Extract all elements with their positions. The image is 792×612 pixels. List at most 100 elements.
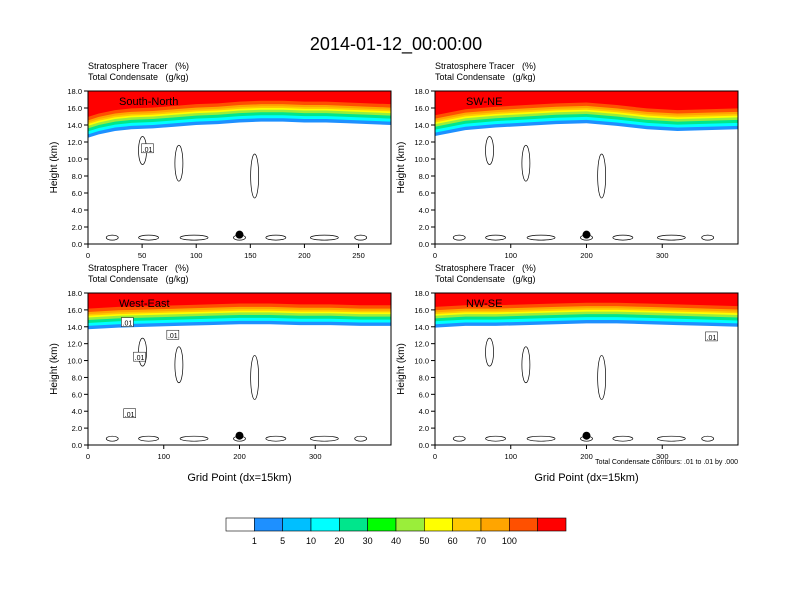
tracer-band-9: [88, 293, 391, 309]
colorbar-swatch: [509, 517, 538, 532]
panel-subtitle-1: Stratosphere Tracer (%): [88, 61, 189, 71]
plot-area: .01: [435, 293, 738, 445]
y-tick-label: 0.0: [72, 441, 82, 450]
panel-subtitle-2: Total Condensate (g/kg): [435, 72, 536, 82]
colorbar-label: 5: [280, 536, 285, 546]
colorbar-label: 50: [419, 536, 429, 546]
y-tick-label: 6.0: [419, 189, 429, 198]
condensate-contours: [452, 136, 715, 241]
y-tick-label: 18.0: [414, 289, 429, 298]
y-tick-label: 16.0: [414, 104, 429, 113]
y-tick-label: 12.0: [414, 340, 429, 349]
contour-label-box: [166, 329, 180, 340]
colorbar-swatch: [339, 517, 368, 532]
panel-subtitle-2: Total Condensate (g/kg): [435, 274, 536, 284]
colorbar-label: 100: [502, 536, 517, 546]
panel-subtitle-1: Stratosphere Tracer (%): [88, 263, 189, 273]
tracer-band-9: [435, 293, 738, 307]
panel-label: SW-NE: [466, 96, 502, 108]
colorbar: 1 5 10 20 30 40 50 60 70 100: [225, 517, 567, 546]
y-tick-label: 8.0: [72, 172, 82, 181]
condensate-contour: [174, 346, 184, 384]
y-tick-label: 0.0: [419, 441, 429, 450]
x-tick-label: 250: [352, 251, 365, 260]
panel-subtitle-2: Total Condensate (g/kg): [88, 274, 189, 284]
x-tick-label: 200: [233, 452, 246, 461]
plot-frame: [87, 90, 392, 245]
y-tick-label: 2.0: [72, 424, 82, 433]
contour-label: .01: [125, 412, 135, 419]
contour-label-box: [121, 317, 134, 327]
x-axis-label: Grid Point (dx=15km): [534, 472, 638, 484]
condensate-contour: [105, 234, 119, 241]
condensate-contour: [250, 153, 259, 199]
condensate-contour: [105, 435, 119, 442]
condensate-contour: [265, 234, 287, 241]
y-axis-label: Height (km): [396, 142, 407, 194]
condensate-contour: [701, 435, 715, 442]
contour-label: .01: [707, 335, 717, 342]
y-axis-label: Height (km): [49, 142, 60, 194]
x-tick-label: 0: [433, 452, 437, 461]
condensate-contour: [179, 234, 209, 241]
y-axis-label: Height (km): [396, 343, 407, 395]
panel-label: NW-SE: [466, 298, 502, 310]
y-tick-label: 8.0: [419, 172, 429, 181]
panel-subtitle-1: Stratosphere Tracer (%): [435, 263, 536, 273]
condensate-contour: [521, 346, 531, 384]
colorbar-swatch: [225, 517, 255, 532]
location-marker: [235, 431, 244, 440]
x-tick-label: 200: [298, 251, 311, 260]
plot-area: [435, 91, 738, 244]
y-tick-label: 2.0: [419, 223, 429, 232]
condensate-contour: [309, 234, 339, 241]
colorbar-label: 60: [448, 536, 458, 546]
contour-label-box: [705, 331, 718, 342]
condensate-contour: [612, 435, 634, 442]
panel-label: West-East: [119, 298, 170, 310]
condensate-contour: [354, 234, 368, 241]
y-tick-label: 2.0: [72, 223, 82, 232]
colorbar-swatch: [424, 517, 453, 532]
colorbar-swatch: [452, 517, 482, 532]
x-tick-label: 0: [433, 251, 437, 260]
x-tick-label: 0: [86, 251, 90, 260]
y-tick-label: 10.0: [67, 155, 82, 164]
contour-label: .01: [168, 333, 178, 340]
colorbar-swatch: [310, 517, 340, 532]
x-tick-label: 300: [656, 251, 669, 260]
y-tick-label: 14.0: [67, 121, 82, 130]
colorbar-label: 30: [363, 536, 373, 546]
contour-label-box: [133, 351, 146, 362]
condensate-contour: [250, 355, 259, 400]
condensate-contour: [656, 435, 686, 442]
condensate-contour: [309, 435, 339, 442]
y-tick-label: 14.0: [67, 323, 82, 332]
y-tick-label: 2.0: [419, 424, 429, 433]
y-axis-label: Height (km): [49, 343, 60, 395]
y-tick-label: 18.0: [414, 87, 429, 96]
tracer-band-9: [88, 91, 391, 117]
x-tick-label: 300: [656, 452, 669, 461]
y-tick-label: 18.0: [67, 87, 82, 96]
condensate-contour: [597, 153, 607, 199]
condensate-contour: [138, 435, 159, 442]
x-tick-label: 300: [309, 452, 322, 461]
y-tick-label: 18.0: [67, 289, 82, 298]
panel-4: .01 NW-SE 0.0 2.0 4.0 6.0 8.0 10.0 12.0 14.0 16.0 1…: [396, 263, 739, 484]
tracer-band-9: [435, 91, 738, 116]
panel-2: SW-NE 0.0 2.0 4.0 6.0 8.0 10.0 12.0 14.0 16.0 18.0…: [396, 61, 739, 260]
plot-area: .01 .01 .01 .01: [88, 293, 391, 445]
y-tick-label: 12.0: [414, 138, 429, 147]
colorbar-swatch: [395, 517, 425, 532]
location-marker: [582, 431, 591, 440]
condensate-contour: [485, 234, 506, 241]
x-tick-label: 100: [504, 452, 517, 461]
condensate-contour: [521, 144, 531, 182]
panel-subtitle-2: Total Condensate (g/kg): [88, 72, 189, 82]
contour-label-box: [123, 408, 136, 419]
colorbar-swatch: [537, 517, 567, 532]
panel-label: South-North: [119, 96, 178, 108]
contour-footnote: Total Condensate Contours: .01 to .01 by…: [595, 459, 738, 466]
